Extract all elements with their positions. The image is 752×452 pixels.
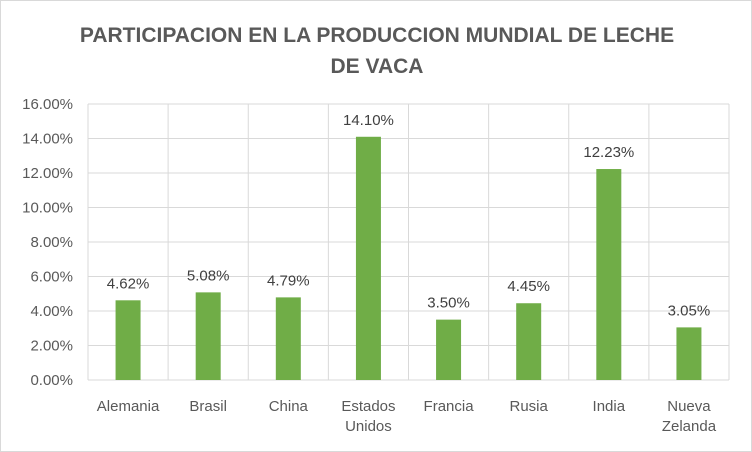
y-tick-label: 10.00% <box>22 200 73 217</box>
data-label: 4.62% <box>107 275 150 292</box>
x-category-label: India <box>593 398 626 415</box>
y-tick-label: 14.00% <box>22 131 73 148</box>
x-category-label: Brasil <box>189 398 227 415</box>
data-label: 5.08% <box>187 267 230 284</box>
data-labels: 4.62% 5.08% 4.79% 14.10% 3.50% 4.45% 12.23% 3.0… <box>107 112 710 320</box>
y-tick-label: 6.00% <box>30 269 73 286</box>
y-tick-label: 12.00% <box>22 165 73 182</box>
chart-title: PARTICIPACION EN LA PRODUCCION MUNDIAL D… <box>80 24 674 78</box>
x-category-label: Rusia <box>510 398 549 415</box>
y-tick-label: 8.00% <box>30 234 73 251</box>
data-label: 4.79% <box>267 272 310 289</box>
x-category-label: Zelanda <box>662 418 717 435</box>
data-label: 3.05% <box>668 302 711 319</box>
x-category-label: Unidos <box>345 418 392 435</box>
x-category-label: Francia <box>424 398 475 415</box>
bar <box>516 303 542 380</box>
x-category-label: China <box>269 398 309 415</box>
y-tick-label: 4.00% <box>30 303 73 320</box>
data-label: 4.45% <box>507 278 550 295</box>
x-category-label: Nueva <box>667 398 711 415</box>
y-axis-ticks: 0.00% 2.00% 4.00% 6.00% 8.00% 10.00% 12.00% 14.… <box>22 96 73 389</box>
bars <box>115 136 702 380</box>
x-category-label: Alemania <box>97 398 160 415</box>
bar <box>115 300 141 380</box>
y-tick-label: 16.00% <box>22 96 73 113</box>
bar <box>275 297 301 380</box>
data-label: 12.23% <box>583 144 634 161</box>
bar <box>676 327 702 380</box>
x-axis-categories: Alemania Brasil China Estados Unidos Francia R… <box>97 398 717 435</box>
bar <box>436 319 462 380</box>
chart-title-line: DE VACA <box>331 55 424 78</box>
grid-lines <box>87 103 730 381</box>
chart-title-line: PARTICIPACION EN LA PRODUCCION MUNDIAL D… <box>80 24 674 47</box>
y-tick-label: 2.00% <box>30 338 73 355</box>
x-category-label: Estados <box>341 398 395 415</box>
data-label: 14.10% <box>343 112 394 129</box>
bar <box>195 292 221 380</box>
y-tick-label: 0.00% <box>30 372 73 389</box>
bar <box>355 136 381 380</box>
data-label: 3.50% <box>427 295 470 312</box>
bar <box>596 169 622 380</box>
